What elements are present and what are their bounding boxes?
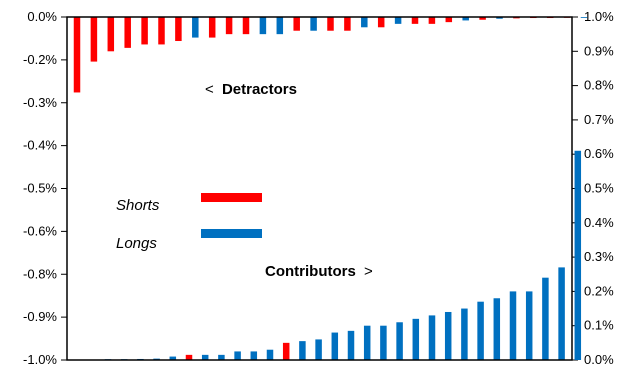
bar-series bbox=[73, 17, 588, 361]
right-tick-label: 0.1% bbox=[584, 318, 614, 333]
right-tick-label: 0.8% bbox=[584, 78, 614, 93]
right-tick-label: 0.9% bbox=[584, 43, 614, 58]
detractors-annotation: < Detractors bbox=[205, 81, 297, 98]
contributor-bar-long bbox=[396, 322, 403, 360]
detractor-bar-long bbox=[361, 17, 368, 28]
right-tick-label: 0.2% bbox=[584, 283, 614, 298]
contributor-bar-long bbox=[542, 277, 549, 360]
detractor-bar-long bbox=[192, 17, 199, 38]
left-tick-label: -0.9% bbox=[23, 309, 57, 324]
detractors-label: Detractors bbox=[222, 81, 297, 98]
detractor-bar-short bbox=[479, 17, 486, 20]
detractor-bar-short bbox=[208, 17, 216, 38]
left-tick-label: -0.2% bbox=[23, 52, 57, 67]
left-axis-ticks: 0.0% -0.2% -0.3% -0.4% -0.5% -0.6% -0.8% -0.9% -… bbox=[23, 9, 67, 366]
detractor-bar-long bbox=[259, 17, 267, 35]
detractor-bar-long bbox=[394, 17, 402, 24]
contributor-bar-long bbox=[380, 325, 387, 360]
left-tick-label: 0.0% bbox=[27, 9, 57, 24]
right-tick-label: 0.4% bbox=[584, 215, 614, 230]
contributor-bar-long bbox=[428, 315, 436, 360]
right-tick-label: 0.7% bbox=[584, 112, 614, 127]
contributor-bar-long bbox=[331, 332, 339, 360]
plot-frame bbox=[66, 16, 573, 361]
contributor-bar-long bbox=[493, 298, 501, 360]
contributor-bar-long bbox=[412, 318, 420, 360]
detractor-bar-short bbox=[293, 17, 300, 31]
detractor-bar-short bbox=[242, 17, 250, 35]
detractor-bar-short bbox=[141, 17, 148, 45]
detractor-bar-short bbox=[327, 17, 334, 31]
contributor-bar-long bbox=[477, 301, 484, 360]
contributor-bar-long bbox=[347, 330, 355, 361]
contributor-bar-long bbox=[266, 349, 274, 360]
legend: Shorts Longs bbox=[116, 193, 262, 252]
right-axis-ticks: 1.0% 0.9% 0.8% 0.7% 0.6% 0.5% 0.4% 0.3% 0.2% 0.1%… bbox=[572, 9, 614, 366]
left-tick-label: -0.5% bbox=[23, 181, 57, 196]
detractor-bar-short bbox=[344, 17, 351, 31]
detractor-bar-short bbox=[377, 17, 385, 28]
detractor-bar-short bbox=[175, 17, 182, 42]
legend-label-longs: Longs bbox=[116, 235, 157, 252]
detractors-arrow: < bbox=[205, 81, 214, 98]
detractor-bar-short bbox=[225, 17, 233, 35]
contributor-bar-long bbox=[525, 291, 533, 360]
legend-swatch-shorts bbox=[201, 193, 262, 202]
right-tick-label: 1.0% bbox=[584, 9, 614, 24]
contributor-bar-long bbox=[315, 339, 322, 360]
detractor-bar-short bbox=[428, 17, 436, 24]
contributor-bar-long bbox=[509, 291, 517, 360]
left-tick-label: -0.6% bbox=[23, 223, 57, 238]
contributor-bar-long bbox=[574, 150, 582, 360]
contributor-bar-long bbox=[444, 311, 452, 360]
detractor-bar-long bbox=[462, 17, 469, 21]
contributor-bar-long bbox=[218, 354, 225, 360]
contributor-bar-short bbox=[185, 354, 193, 360]
left-tick-label: -0.3% bbox=[23, 95, 57, 110]
contributor-bar-long bbox=[250, 351, 258, 361]
detractor-bar-long bbox=[276, 17, 284, 35]
detractor-bar-long bbox=[310, 17, 317, 31]
contributor-bar-long bbox=[461, 308, 468, 360]
detractor-bar-short bbox=[445, 17, 453, 23]
left-tick-label: -1.0% bbox=[23, 352, 57, 366]
right-tick-label: 0.3% bbox=[584, 249, 614, 264]
contributor-bar-long bbox=[363, 325, 371, 360]
contributor-bar-short bbox=[282, 342, 290, 360]
contributors-label: Contributors bbox=[265, 263, 356, 280]
detractor-bar-short bbox=[73, 17, 81, 93]
detractor-bar-short bbox=[158, 17, 165, 45]
contributors-annotation: Contributors > bbox=[265, 263, 373, 280]
contributors-arrow: > bbox=[364, 263, 373, 280]
right-tick-label: 0.6% bbox=[584, 146, 614, 161]
contributor-bar-long bbox=[201, 354, 209, 360]
legend-swatch-longs bbox=[201, 229, 262, 238]
contributor-bar-long bbox=[558, 267, 565, 360]
contributor-bar-long bbox=[234, 351, 241, 361]
legend-label-shorts: Shorts bbox=[116, 197, 160, 214]
right-tick-label: 0.5% bbox=[584, 181, 614, 196]
left-tick-label: -0.8% bbox=[23, 266, 57, 281]
detractor-bar-short bbox=[90, 17, 98, 62]
detractor-bar-long bbox=[580, 17, 588, 18]
detractor-bar-long bbox=[496, 17, 503, 19]
detractor-bar-short bbox=[107, 17, 115, 52]
detractor-bar-short bbox=[124, 17, 131, 48]
left-tick-label: -0.4% bbox=[23, 138, 57, 153]
right-tick-label: 0.0% bbox=[584, 352, 614, 366]
detractor-bar-short bbox=[411, 17, 419, 24]
contributor-bar-long bbox=[299, 341, 306, 360]
contributor-bar-long bbox=[169, 356, 177, 360]
